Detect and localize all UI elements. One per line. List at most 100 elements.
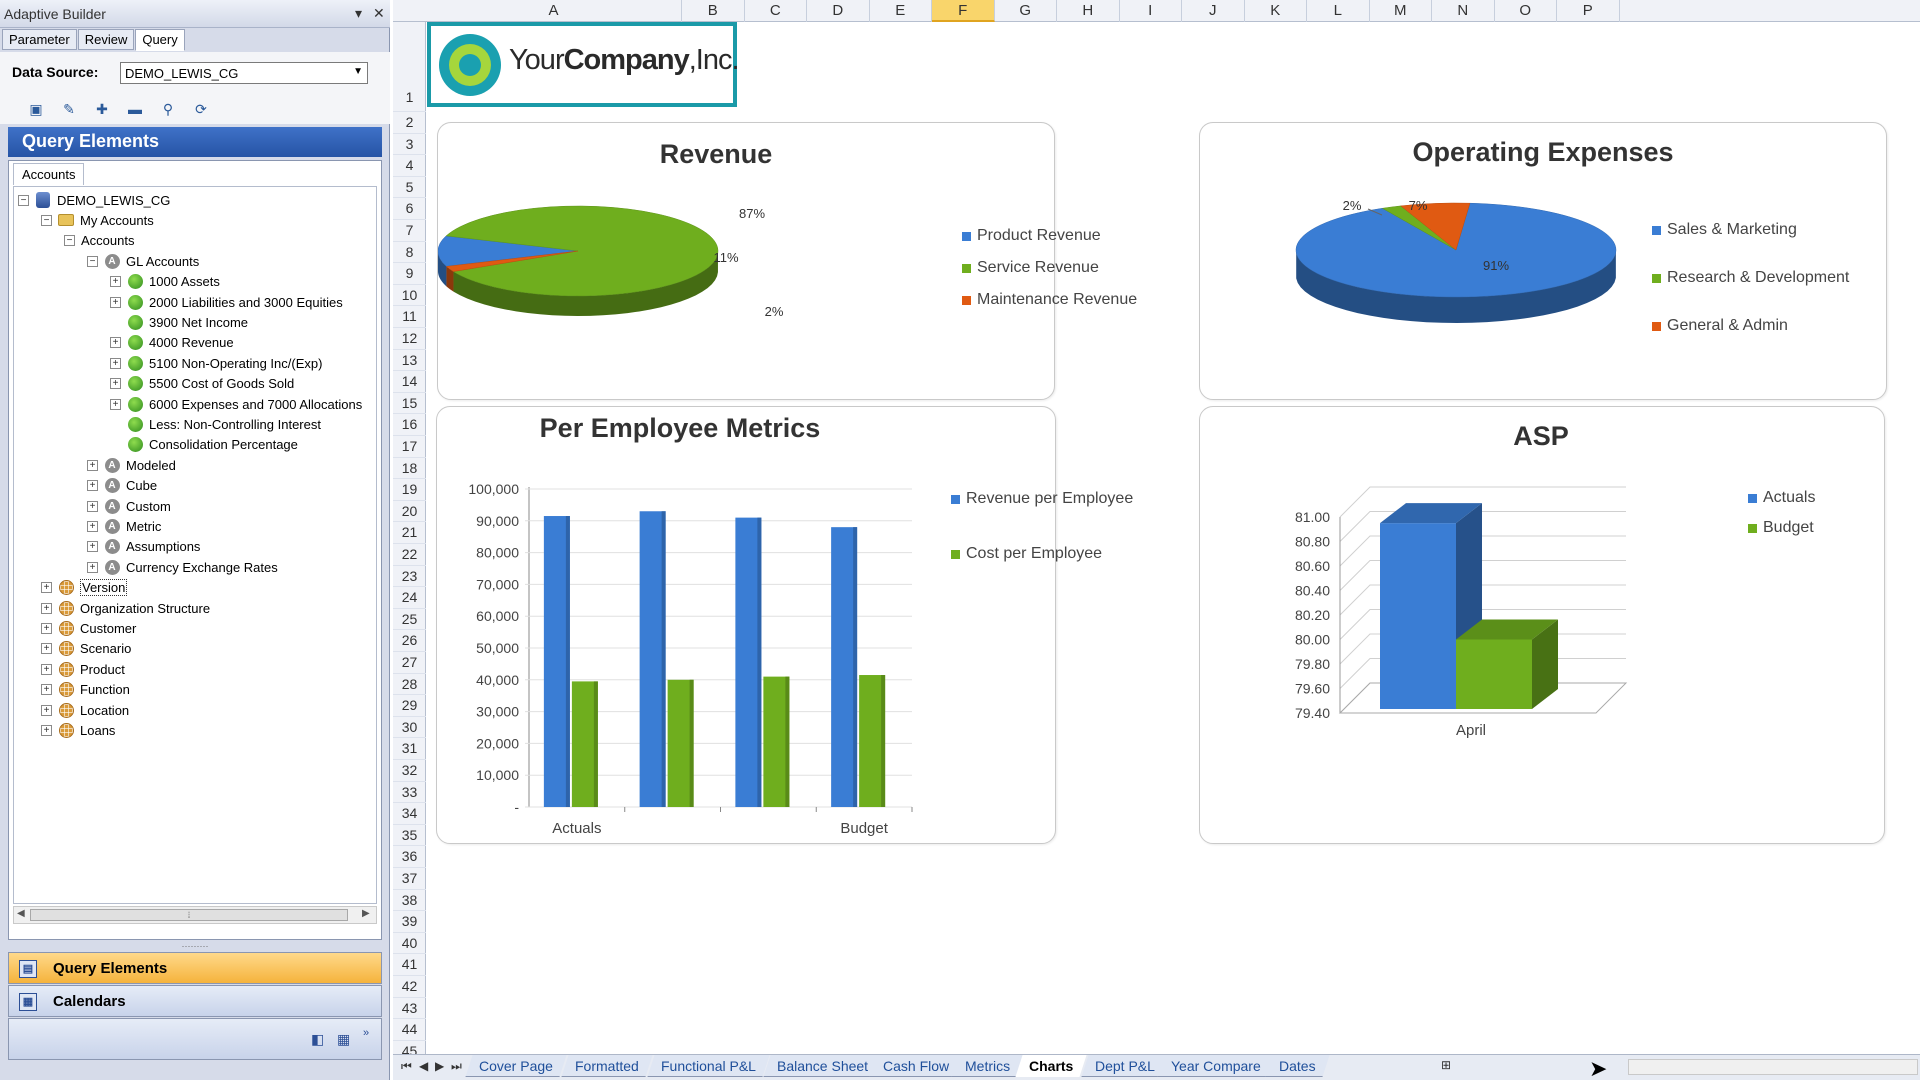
overflow-chevron-icon[interactable]: » xyxy=(363,1027,370,1039)
column-header-e[interactable]: E xyxy=(870,0,932,22)
tree-item[interactable]: +1000 Assets xyxy=(110,272,220,292)
column-header-h[interactable]: H xyxy=(1057,0,1120,22)
tab-review[interactable]: Review xyxy=(77,29,135,50)
row-header-37[interactable]: 37 xyxy=(393,868,426,890)
row-header-28[interactable]: 28 xyxy=(393,674,426,696)
expand-icon[interactable]: + xyxy=(110,398,121,410)
asp-chart[interactable]: ASP 79.40 79.60 79.80 80.00 80.20 80.40 80.60 8… xyxy=(1199,406,1885,844)
tree-horizontal-scrollbar[interactable]: ◀ ⦙ ▶ xyxy=(13,906,377,924)
nav-query-elements[interactable]: ▤ Query Elements xyxy=(8,952,382,984)
expand-icon[interactable]: + xyxy=(87,541,98,553)
tree-item[interactable]: + Loans xyxy=(41,720,115,740)
refresh-icon[interactable]: ⟳ xyxy=(195,100,207,117)
grid-settings-icon[interactable]: ▦ xyxy=(337,1031,351,1047)
expand-icon[interactable]: + xyxy=(87,561,98,573)
data-source-select[interactable]: DEMO_LEWIS_CG ▼ xyxy=(120,62,368,84)
row-header-1[interactable]: 1 xyxy=(393,22,426,112)
tree-item[interactable]: − Accounts xyxy=(64,231,134,251)
column-header-l[interactable]: L xyxy=(1307,0,1370,22)
expand-icon[interactable]: + xyxy=(110,357,121,369)
row-header-5[interactable]: 5 xyxy=(393,177,426,199)
insert-sheet-icon[interactable]: ⊞ xyxy=(1441,1058,1452,1072)
column-header-b[interactable]: B xyxy=(682,0,745,22)
tree-item[interactable]: + Product xyxy=(41,659,125,679)
first-sheet-icon[interactable]: ⏮ xyxy=(401,1059,412,1073)
sheet-tab[interactable]: Cover Page xyxy=(465,1055,567,1077)
row-header-38[interactable]: 38 xyxy=(393,890,426,912)
expand-icon[interactable]: + xyxy=(41,582,52,594)
row-header-24[interactable]: 24 xyxy=(393,587,426,609)
tree-item[interactable]: +4000 Revenue xyxy=(110,333,234,353)
column-header-j[interactable]: J xyxy=(1182,0,1245,22)
row-header-22[interactable]: 22 xyxy=(393,544,426,566)
column-header-c[interactable]: C xyxy=(745,0,807,22)
sheet-tab[interactable]: Dates xyxy=(1265,1055,1330,1077)
sheet-tab[interactable]: Metrics xyxy=(951,1055,1024,1077)
tree-item[interactable]: + Customer xyxy=(41,618,136,638)
row-header-42[interactable]: 42 xyxy=(393,976,426,998)
tree-item[interactable]: +5500 Cost of Goods Sold xyxy=(110,374,294,394)
column-header-p[interactable]: P xyxy=(1557,0,1620,22)
row-header-11[interactable]: 11 xyxy=(393,306,426,328)
tree-item[interactable]: Less: Non-Controlling Interest xyxy=(110,414,321,434)
tab-query[interactable]: Query xyxy=(135,29,185,51)
row-header-17[interactable]: 17 xyxy=(393,436,426,458)
tab-accounts[interactable]: Accounts xyxy=(13,163,85,185)
row-header-29[interactable]: 29 xyxy=(393,695,426,717)
expand-icon[interactable]: + xyxy=(87,480,98,492)
collapse-icon[interactable]: − xyxy=(64,235,75,247)
column-header-a[interactable]: A xyxy=(426,0,682,22)
remove-icon[interactable]: ▬ xyxy=(128,101,142,117)
sheet-tab[interactable]: Formatted xyxy=(561,1055,653,1077)
speaker-icon[interactable]: ◧ xyxy=(311,1031,325,1047)
row-header-41[interactable]: 41 xyxy=(393,954,426,976)
close-icon[interactable]: ✕ xyxy=(373,5,385,21)
expand-icon[interactable]: + xyxy=(87,520,98,532)
row-header-4[interactable]: 4 xyxy=(393,155,426,177)
row-header-25[interactable]: 25 xyxy=(393,609,426,631)
row-header-7[interactable]: 7 xyxy=(393,220,426,242)
tree-item[interactable]: − DEMO_LEWIS_CG xyxy=(18,190,170,210)
row-header-8[interactable]: 8 xyxy=(393,242,426,264)
row-header-35[interactable]: 35 xyxy=(393,825,426,847)
row-header-12[interactable]: 12 xyxy=(393,328,426,350)
add-icon[interactable]: ✚ xyxy=(96,100,108,117)
collapse-icon[interactable]: − xyxy=(18,194,29,206)
column-header-k[interactable]: K xyxy=(1245,0,1307,22)
expand-icon[interactable]: + xyxy=(41,622,52,634)
tree-item[interactable]: + Location xyxy=(41,700,129,720)
tree-item[interactable]: +6000 Expenses and 7000 Allocations xyxy=(110,394,362,414)
expand-icon[interactable]: + xyxy=(110,276,121,288)
row-header-21[interactable]: 21 xyxy=(393,522,426,544)
operating-expenses-chart[interactable]: Operating Expenses 91% 2% 7% Sales & Marke… xyxy=(1199,122,1887,400)
sheet-tab[interactable]: Year Compare xyxy=(1157,1055,1275,1077)
scroll-right-icon[interactable]: ▶ xyxy=(362,908,370,919)
row-header-23[interactable]: 23 xyxy=(393,566,426,588)
binoculars-icon[interactable]: ⚲ xyxy=(162,100,174,117)
tree-item[interactable]: + Scenario xyxy=(41,639,131,659)
tree-item[interactable]: 3900 Net Income xyxy=(110,312,248,332)
column-header-i[interactable]: I xyxy=(1120,0,1182,22)
expand-icon[interactable]: + xyxy=(41,704,52,716)
row-header-20[interactable]: 20 xyxy=(393,501,426,523)
sheet-tab[interactable]: Functional P&L xyxy=(647,1055,770,1077)
tree-item[interactable]: +5100 Non-Operating Inc/(Exp) xyxy=(110,353,322,373)
collapse-icon[interactable]: − xyxy=(87,255,98,267)
column-header-m[interactable]: M xyxy=(1370,0,1432,22)
row-header-43[interactable]: 43 xyxy=(393,998,426,1020)
expand-icon[interactable]: + xyxy=(110,378,121,390)
row-header-31[interactable]: 31 xyxy=(393,738,426,760)
tree-item[interactable]: + A Assumptions xyxy=(87,537,200,557)
row-header-14[interactable]: 14 xyxy=(393,371,426,393)
row-header-32[interactable]: 32 xyxy=(393,760,426,782)
row-header-9[interactable]: 9 xyxy=(393,263,426,285)
row-header-10[interactable]: 10 xyxy=(393,285,426,307)
per-employee-metrics-chart[interactable]: Per Employee Metrics - 10,000 20,000 30,000… xyxy=(436,406,1133,844)
tree-item[interactable]: + Organization Structure xyxy=(41,598,210,618)
tree-item[interactable]: − My Accounts xyxy=(41,210,154,230)
tree-item[interactable]: Consolidation Percentage xyxy=(110,435,298,455)
collapse-icon[interactable]: − xyxy=(41,214,52,226)
tree-item[interactable]: + A Cube xyxy=(87,476,157,496)
tree-item[interactable]: + Function xyxy=(41,680,130,700)
nav-calendars[interactable]: ▦ Calendars xyxy=(8,985,382,1017)
